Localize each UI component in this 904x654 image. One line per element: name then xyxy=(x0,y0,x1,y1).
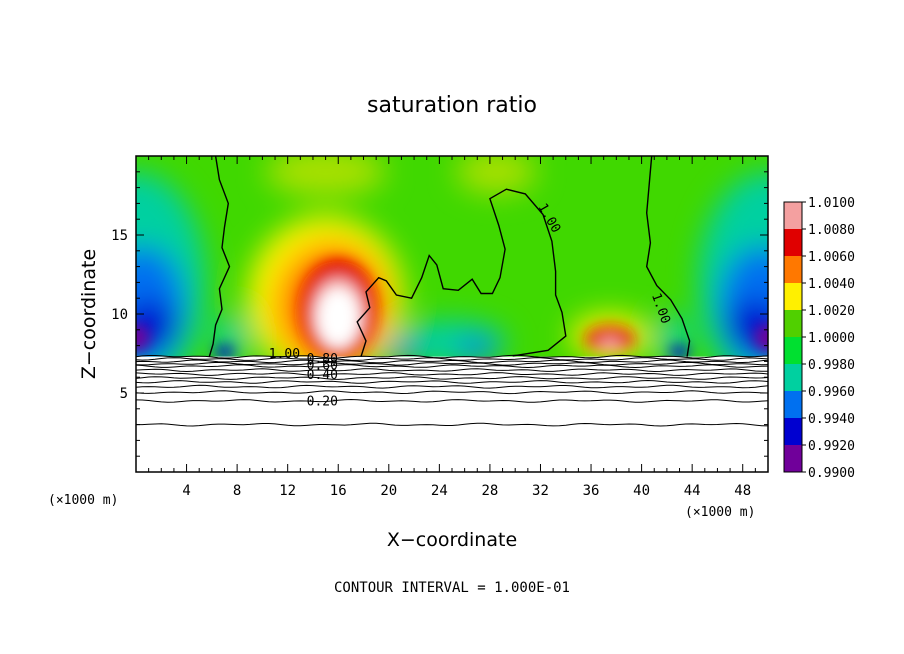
contour-line xyxy=(136,376,768,380)
y-axis-label: Z−coordinate xyxy=(78,249,100,379)
colorbar-tick-label: 1.0080 xyxy=(808,223,855,238)
colorbar-swatch xyxy=(784,337,802,365)
field-blob xyxy=(383,338,420,359)
x-tick-label: 28 xyxy=(481,483,498,499)
x-axis-label: X−coordinate xyxy=(387,529,517,551)
field-blob xyxy=(459,338,496,359)
colorbar-swatch xyxy=(784,256,802,284)
colorbar-tick-label: 1.0040 xyxy=(808,277,855,292)
field-blob xyxy=(754,323,768,352)
x-tick-label: 32 xyxy=(532,483,549,499)
colorbar-tick-label: 0.9980 xyxy=(808,358,855,373)
x-tick-label: 20 xyxy=(380,483,397,499)
x-tick-label: 36 xyxy=(583,483,600,499)
field-blob xyxy=(597,337,623,352)
y-tick-label: 5 xyxy=(120,386,128,402)
colorbar: 1.0100 1.0080 1.0060 1.0040 1.0020 1.0000 0.99… xyxy=(783,196,855,481)
contour-label: 0.60 xyxy=(307,358,338,373)
colorbar-swatch xyxy=(784,364,802,392)
chart-title: saturation ratio xyxy=(367,93,537,118)
contour-label: 1.00 xyxy=(269,347,300,362)
colorbar-tick-label: 0.9900 xyxy=(808,466,855,481)
contour-line xyxy=(136,379,768,384)
x-tick-label: 12 xyxy=(279,483,296,499)
colorbar-tick-label: 1.0020 xyxy=(808,304,855,319)
contour-line xyxy=(136,368,768,373)
field-blobs xyxy=(136,156,768,472)
x-tick-label: 44 xyxy=(684,483,701,499)
contour-lines xyxy=(136,156,768,427)
x-tick-label: 4 xyxy=(182,483,190,499)
contour-label: 0.20 xyxy=(307,395,338,410)
colorbar-swatch xyxy=(784,229,802,257)
colorbar-swatch xyxy=(784,310,802,338)
contour-line xyxy=(356,188,567,357)
contour-line xyxy=(208,156,231,357)
stable-layer-region xyxy=(136,356,768,472)
field-blob xyxy=(265,156,386,197)
x-tick-label: 8 xyxy=(233,483,241,499)
field-blob xyxy=(456,156,537,194)
x-tick-label: 16 xyxy=(330,483,347,499)
colorbar-tick-label: 1.0060 xyxy=(808,250,855,265)
field-blob xyxy=(136,323,150,352)
contour-label: 0.80 xyxy=(307,352,338,367)
colorbar-swatch xyxy=(784,445,802,473)
colorbar-tick-label: 0.9960 xyxy=(808,385,855,400)
x-tick-label: 48 xyxy=(734,483,751,499)
plot-area xyxy=(136,156,768,472)
field-blob xyxy=(214,345,235,358)
colorbar-swatch xyxy=(784,391,802,419)
contour-line xyxy=(645,156,691,357)
colorbar-tick-label: 0.9920 xyxy=(808,439,855,454)
contour-line xyxy=(136,357,768,361)
x-tick-label: 40 xyxy=(633,483,650,499)
contour-line xyxy=(136,390,768,395)
colorbar-tick-label: 1.0000 xyxy=(808,331,855,346)
colorbar-swatch xyxy=(784,418,802,446)
contour-line xyxy=(136,372,768,376)
contour-line xyxy=(136,359,768,364)
x-unit-label: (×1000 m) xyxy=(685,505,755,520)
field-blob xyxy=(317,287,360,348)
colorbar-tick-label: 0.9940 xyxy=(808,412,855,427)
contour-line xyxy=(136,398,768,403)
contour-line xyxy=(136,361,768,366)
y-unit-label: (×1000 m) xyxy=(48,493,118,508)
colorbar-swatch xyxy=(784,202,802,230)
field-blob xyxy=(669,345,690,358)
x-tick-label: 24 xyxy=(431,483,448,499)
contour-line xyxy=(136,364,768,369)
y-tick-label: 10 xyxy=(111,307,128,323)
colorbar-swatch xyxy=(784,283,802,311)
contour-line xyxy=(136,384,768,389)
contour-line xyxy=(136,354,768,359)
y-tick-label: 15 xyxy=(111,228,128,244)
colorbar-tick-label: 1.0100 xyxy=(808,196,855,211)
field-blob xyxy=(725,300,768,353)
contour-line xyxy=(136,422,768,427)
contour-label: 0.40 xyxy=(307,368,338,383)
contour-interval-note: CONTOUR INTERVAL = 1.000E-01 xyxy=(334,580,570,596)
